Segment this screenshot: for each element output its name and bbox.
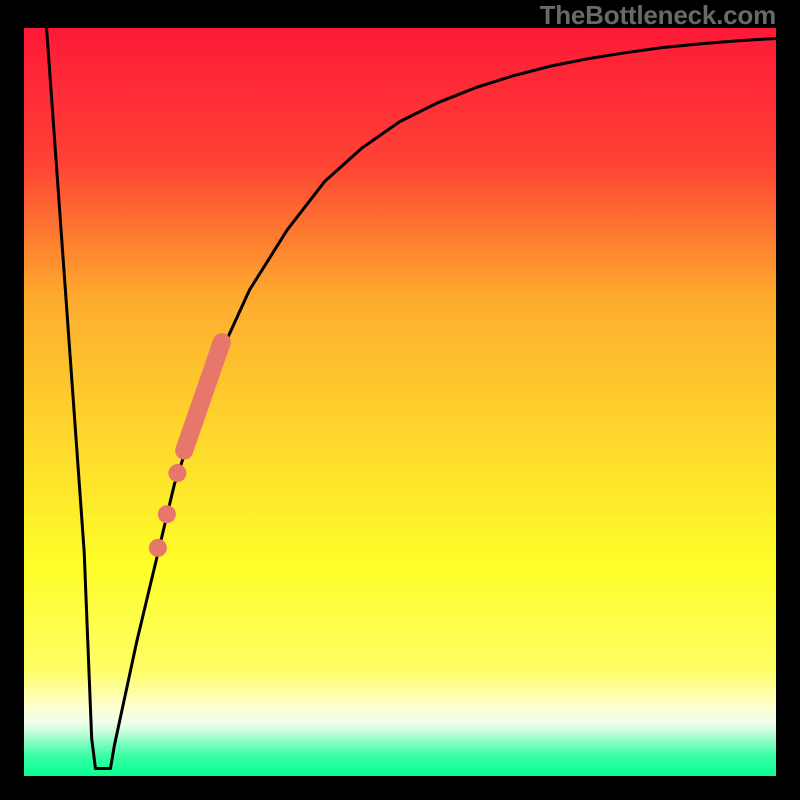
curve-overlay [0,0,800,800]
marker-streak [184,342,222,450]
marker-dot [168,464,186,482]
frame-border-right [776,0,800,800]
frame-border-left [0,0,24,800]
watermark-text: TheBottleneck.com [540,0,776,31]
bottleneck-curve [47,28,776,769]
chart-container: TheBottleneck.com [0,0,800,800]
frame-border-bottom [0,776,800,800]
marker-dot [158,505,176,523]
marker-dot [149,539,167,557]
